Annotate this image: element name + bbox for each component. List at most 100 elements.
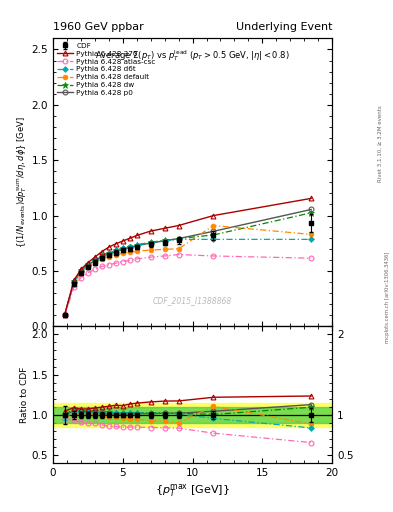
Text: Rivet 3.1.10, ≥ 3.2M events: Rivet 3.1.10, ≥ 3.2M events [378,105,383,182]
Pythia 6.428 default [86,263,90,269]
Pythia 6.428 default [114,252,118,258]
Line: Pythia 6.428 d6t: Pythia 6.428 d6t [63,237,313,317]
Pythia 6.428 atlas-csc [93,266,97,272]
Pythia 6.428 p0 [72,279,76,285]
Line: Pythia 6.428 default: Pythia 6.428 default [62,223,314,317]
Pythia 6.428 default [62,312,67,318]
Pythia 6.428 default [127,249,132,255]
Pythia 6.428 d6t [162,238,167,244]
Pythia 6.428 atlas-csc [107,262,111,268]
Pythia 6.428 370 [62,311,67,317]
Pythia 6.428 atlas-csc [309,255,314,261]
Pythia 6.428 atlas-csc [79,274,83,281]
Pythia 6.428 dw [107,249,111,255]
Pythia 6.428 default [162,246,167,252]
Pythia 6.428 dw [309,210,314,216]
Pythia 6.428 370 [176,222,181,228]
Pythia 6.428 dw [176,236,181,242]
Pythia 6.428 d6t [176,236,181,242]
Pythia 6.428 d6t [107,250,111,257]
Pythia 6.428 370 [309,195,314,201]
X-axis label: $\{p_T^\mathrm{max}\ [\mathrm{GeV}]\}$: $\{p_T^\mathrm{max}\ [\mathrm{GeV}]\}$ [155,482,230,499]
Pythia 6.428 default [176,246,181,252]
Pythia 6.428 atlas-csc [99,263,104,269]
Pythia 6.428 atlas-csc [134,256,139,262]
Pythia 6.428 370 [79,266,83,272]
Pythia 6.428 dw [127,244,132,250]
Pythia 6.428 d6t [93,258,97,264]
Pythia 6.428 d6t [62,312,67,318]
Pythia 6.428 atlas-csc [211,253,216,259]
Pythia 6.428 default [93,259,97,265]
Legend: CDF, Pythia 6.428 370, Pythia 6.428 atlas-csc, Pythia 6.428 d6t, Pythia 6.428 de: CDF, Pythia 6.428 370, Pythia 6.428 atla… [55,40,158,98]
Text: Average $\Sigma(p_T)$ vs $p_T^\mathrm{lead}$ ($p_T > 0.5$ GeV, $|\eta| < 0.8$): Average $\Sigma(p_T)$ vs $p_T^\mathrm{le… [95,49,290,63]
Pythia 6.428 370 [93,254,97,260]
Line: Pythia 6.428 370: Pythia 6.428 370 [62,196,314,316]
Pythia 6.428 dw [114,247,118,253]
Pythia 6.428 d6t [72,279,76,285]
Pythia 6.428 d6t [149,240,153,246]
Text: 1960 GeV ppbar: 1960 GeV ppbar [53,22,144,32]
Pythia 6.428 370 [149,228,153,234]
Pythia 6.428 dw [93,257,97,263]
Line: Pythia 6.428 dw: Pythia 6.428 dw [62,209,314,318]
Pythia 6.428 370 [114,241,118,247]
Pythia 6.428 p0 [176,236,181,242]
Pythia 6.428 default [120,250,125,257]
Text: Underlying Event: Underlying Event [235,22,332,32]
Pythia 6.428 p0 [127,244,132,250]
Pythia 6.428 p0 [107,251,111,257]
Pythia 6.428 p0 [211,228,216,234]
Pythia 6.428 p0 [134,243,139,249]
Pythia 6.428 p0 [62,312,67,318]
Pythia 6.428 d6t [309,236,314,242]
Pythia 6.428 default [134,248,139,254]
Pythia 6.428 p0 [79,268,83,274]
Text: CDF_2015_I1388868: CDF_2015_I1388868 [153,296,232,305]
Pythia 6.428 370 [107,244,111,250]
Pythia 6.428 dw [134,242,139,248]
Pythia 6.428 default [99,256,104,262]
Pythia 6.428 370 [86,260,90,266]
Pythia 6.428 p0 [309,206,314,212]
Pythia 6.428 d6t [114,247,118,253]
Pythia 6.428 370 [99,248,104,254]
Pythia 6.428 atlas-csc [162,253,167,259]
Pythia 6.428 d6t [211,236,216,242]
Bar [53,407,332,423]
Pythia 6.428 dw [120,245,125,251]
Pythia 6.428 370 [134,232,139,239]
Pythia 6.428 370 [120,238,125,244]
Pythia 6.428 dw [62,312,67,318]
Pythia 6.428 d6t [120,245,125,251]
Pythia 6.428 p0 [93,258,97,264]
Pythia 6.428 atlas-csc [62,312,67,318]
Pythia 6.428 p0 [86,262,90,268]
Pythia 6.428 p0 [162,238,167,244]
Pythia 6.428 default [107,253,111,260]
Pythia 6.428 atlas-csc [86,270,90,276]
Pythia 6.428 370 [211,212,216,219]
Bar [53,403,332,427]
Pythia 6.428 370 [127,235,132,241]
Pythia 6.428 dw [99,252,104,259]
Pythia 6.428 atlas-csc [120,259,125,265]
Pythia 6.428 dw [211,232,216,238]
Pythia 6.428 dw [86,261,90,267]
Pythia 6.428 d6t [134,242,139,248]
Line: Pythia 6.428 atlas-csc: Pythia 6.428 atlas-csc [62,252,314,317]
Pythia 6.428 atlas-csc [114,260,118,266]
Pythia 6.428 default [149,247,153,253]
Pythia 6.428 d6t [127,244,132,250]
Pythia 6.428 default [309,231,314,238]
Pythia 6.428 p0 [120,246,125,252]
Pythia 6.428 d6t [79,268,83,274]
Pythia 6.428 atlas-csc [72,284,76,290]
Pythia 6.428 370 [72,278,76,284]
Pythia 6.428 d6t [99,253,104,259]
Pythia 6.428 370 [162,225,167,231]
Pythia 6.428 dw [72,278,76,284]
Pythia 6.428 p0 [149,240,153,246]
Pythia 6.428 default [79,269,83,275]
Pythia 6.428 dw [162,238,167,244]
